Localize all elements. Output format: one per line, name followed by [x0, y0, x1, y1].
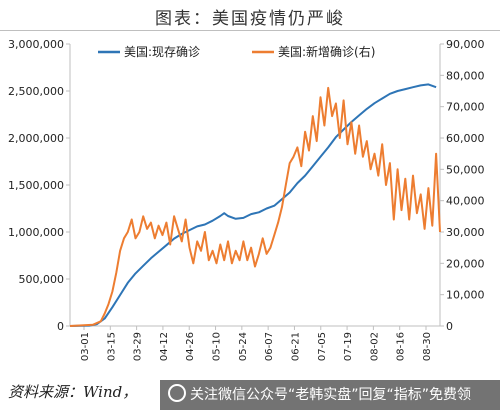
chart: 0 500,000 1,000,000 1,500,000 2,000,000 2,500…: [8, 38, 485, 361]
x-tick-label: 08-02: [369, 332, 380, 361]
right-tick-label: 40,000: [446, 195, 485, 208]
right-tick-label: 70,000: [446, 101, 485, 114]
series-line-0: [69, 83, 437, 327]
x-tick-label: 05-24: [238, 332, 249, 361]
left-axis: 0 500,000 1,000,000 1,500,000 2,000,000 2,500…: [8, 38, 71, 333]
right-axis: 0 10,000 20,000 30,000 40,000 50,000 60,000 70,…: [439, 38, 485, 333]
right-tick-label: 90,000: [446, 38, 485, 51]
x-tick-label: 04-26: [185, 332, 196, 361]
x-tick-label: 06-07: [264, 332, 275, 361]
watermark-banner: 关注微信公众号“老韩实盘”回复“指标”免费领: [160, 380, 500, 410]
title-divider: [0, 30, 500, 31]
right-tick-label: 10,000: [446, 289, 485, 302]
wechat-icon: [168, 384, 186, 402]
x-tick-label: 08-30: [422, 332, 433, 361]
x-tick-label: 05-10: [212, 332, 223, 361]
watermark-text: 关注微信公众号“老韩实盘”回复“指标”免费领: [190, 387, 472, 403]
left-tick-label: 3,000,000: [8, 38, 64, 51]
left-tick-label: 1,000,000: [8, 226, 64, 239]
legend-label-1: 美国:新增确诊(右): [278, 44, 375, 59]
x-tick-label: 03-01: [80, 332, 91, 361]
left-tick-label: 2,000,000: [8, 132, 64, 145]
left-tick-label: 500,000: [19, 273, 65, 286]
right-tick-label: 60,000: [446, 132, 485, 145]
right-tick-label: 30,000: [446, 226, 485, 239]
x-tick-label: 07-05: [317, 332, 328, 361]
left-tick-label: 2,500,000: [8, 85, 64, 98]
left-tick-label: 1,500,000: [8, 179, 64, 192]
x-axis: 03-01 03-15 03-29 04-12 04-26 05-10 05-24 06-07…: [70, 325, 440, 361]
legend: 美国:现存确诊 美国:新增确诊(右): [98, 44, 375, 59]
left-tick-label: 0: [57, 320, 64, 333]
right-tick-label: 50,000: [446, 163, 485, 176]
x-tick-label: 07-19: [343, 332, 354, 361]
x-tick-label: 03-15: [106, 332, 117, 361]
x-tick-label: 06-21: [290, 332, 301, 361]
x-tick-label: 04-12: [159, 332, 170, 361]
legend-label-0: 美国:现存确诊: [124, 45, 200, 59]
series-layer: [69, 83, 441, 327]
source-note: 资料来源：Wind，: [8, 383, 138, 401]
chart-title: 图表：美国疫情仍严峻: [155, 9, 345, 29]
right-tick-label: 0: [446, 320, 453, 333]
x-tick-label: 03-29: [133, 332, 144, 361]
x-tick-label: 08-16: [396, 332, 407, 361]
series-line-1: [69, 86, 441, 327]
right-tick-label: 80,000: [446, 69, 485, 82]
right-tick-label: 20,000: [446, 257, 485, 270]
